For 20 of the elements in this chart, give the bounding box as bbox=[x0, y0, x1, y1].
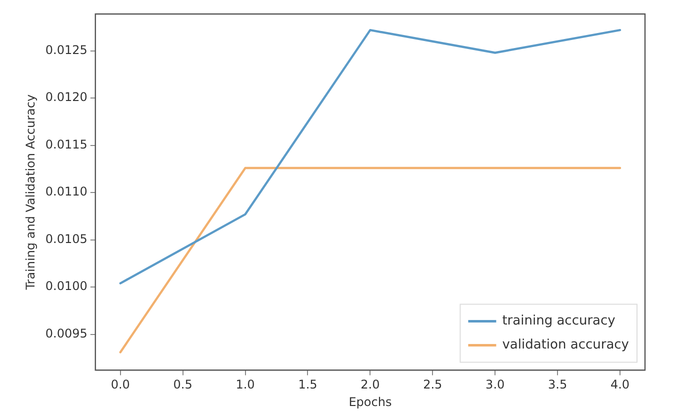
y-tick-label: 0.0100 bbox=[45, 279, 88, 294]
y-tick-label: 0.0105 bbox=[45, 232, 88, 246]
y-tick-label: 0.0120 bbox=[45, 90, 88, 104]
y-axis-title: Training and Validation Accuracy bbox=[23, 94, 38, 291]
y-tick-label: 0.0125 bbox=[45, 42, 88, 57]
y-tick-label: 0.0110 bbox=[45, 184, 88, 199]
x-tick-label: 3.0 bbox=[486, 378, 505, 392]
x-tick-label: 1.0 bbox=[236, 378, 255, 392]
y-tick-label: 0.0115 bbox=[45, 137, 88, 152]
x-axis-title: Epochs bbox=[348, 394, 392, 409]
legend-label: validation accuracy bbox=[502, 338, 630, 353]
legend-label: training accuracy bbox=[502, 314, 616, 329]
x-tick-label: 1.5 bbox=[298, 378, 318, 392]
x-tick-label: 3.5 bbox=[548, 378, 568, 392]
x-tick-label: 2.0 bbox=[360, 378, 380, 392]
x-tick-label: 0.5 bbox=[173, 378, 192, 392]
y-tick-label: 0.0095 bbox=[45, 326, 88, 340]
x-tick-label: 0.0 bbox=[110, 378, 130, 392]
x-tick-label: 2.5 bbox=[423, 378, 442, 392]
x-tick-label: 4.0 bbox=[610, 378, 630, 392]
